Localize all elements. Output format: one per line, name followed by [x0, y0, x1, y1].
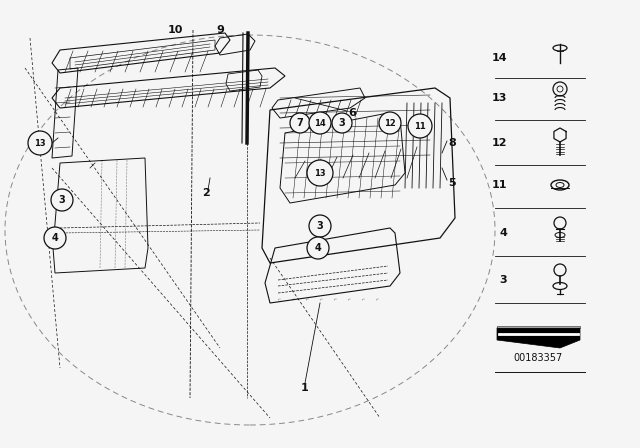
Text: 10: 10 — [167, 25, 182, 35]
Text: 00183357: 00183357 — [513, 353, 563, 363]
Text: 4: 4 — [315, 243, 321, 253]
Text: 5: 5 — [448, 178, 456, 188]
Text: 3: 3 — [317, 221, 323, 231]
Text: 9: 9 — [216, 25, 224, 35]
Text: 13: 13 — [314, 168, 326, 177]
Text: 3: 3 — [339, 118, 346, 128]
Circle shape — [309, 112, 331, 134]
Text: 12: 12 — [492, 138, 507, 148]
Text: 11: 11 — [414, 121, 426, 130]
Circle shape — [290, 113, 310, 133]
Polygon shape — [497, 328, 580, 348]
Text: 11: 11 — [492, 180, 507, 190]
Text: 14: 14 — [492, 53, 507, 63]
Circle shape — [51, 189, 73, 211]
Circle shape — [307, 237, 329, 259]
Circle shape — [332, 113, 352, 133]
Text: 4: 4 — [52, 233, 58, 243]
Text: 8: 8 — [448, 138, 456, 148]
Text: 4: 4 — [499, 228, 507, 238]
Text: 3: 3 — [59, 195, 65, 205]
Text: 7: 7 — [296, 118, 303, 128]
Text: 13: 13 — [492, 93, 507, 103]
Text: 14: 14 — [314, 119, 326, 128]
Text: 3: 3 — [499, 275, 507, 285]
Text: 6: 6 — [348, 108, 356, 118]
Circle shape — [28, 131, 52, 155]
Text: 1: 1 — [301, 383, 309, 393]
Text: 2: 2 — [202, 188, 210, 198]
Text: 13: 13 — [34, 138, 46, 147]
Circle shape — [379, 112, 401, 134]
Circle shape — [408, 114, 432, 138]
Circle shape — [309, 215, 331, 237]
Circle shape — [307, 160, 333, 186]
Circle shape — [44, 227, 66, 249]
Text: 12: 12 — [384, 119, 396, 128]
